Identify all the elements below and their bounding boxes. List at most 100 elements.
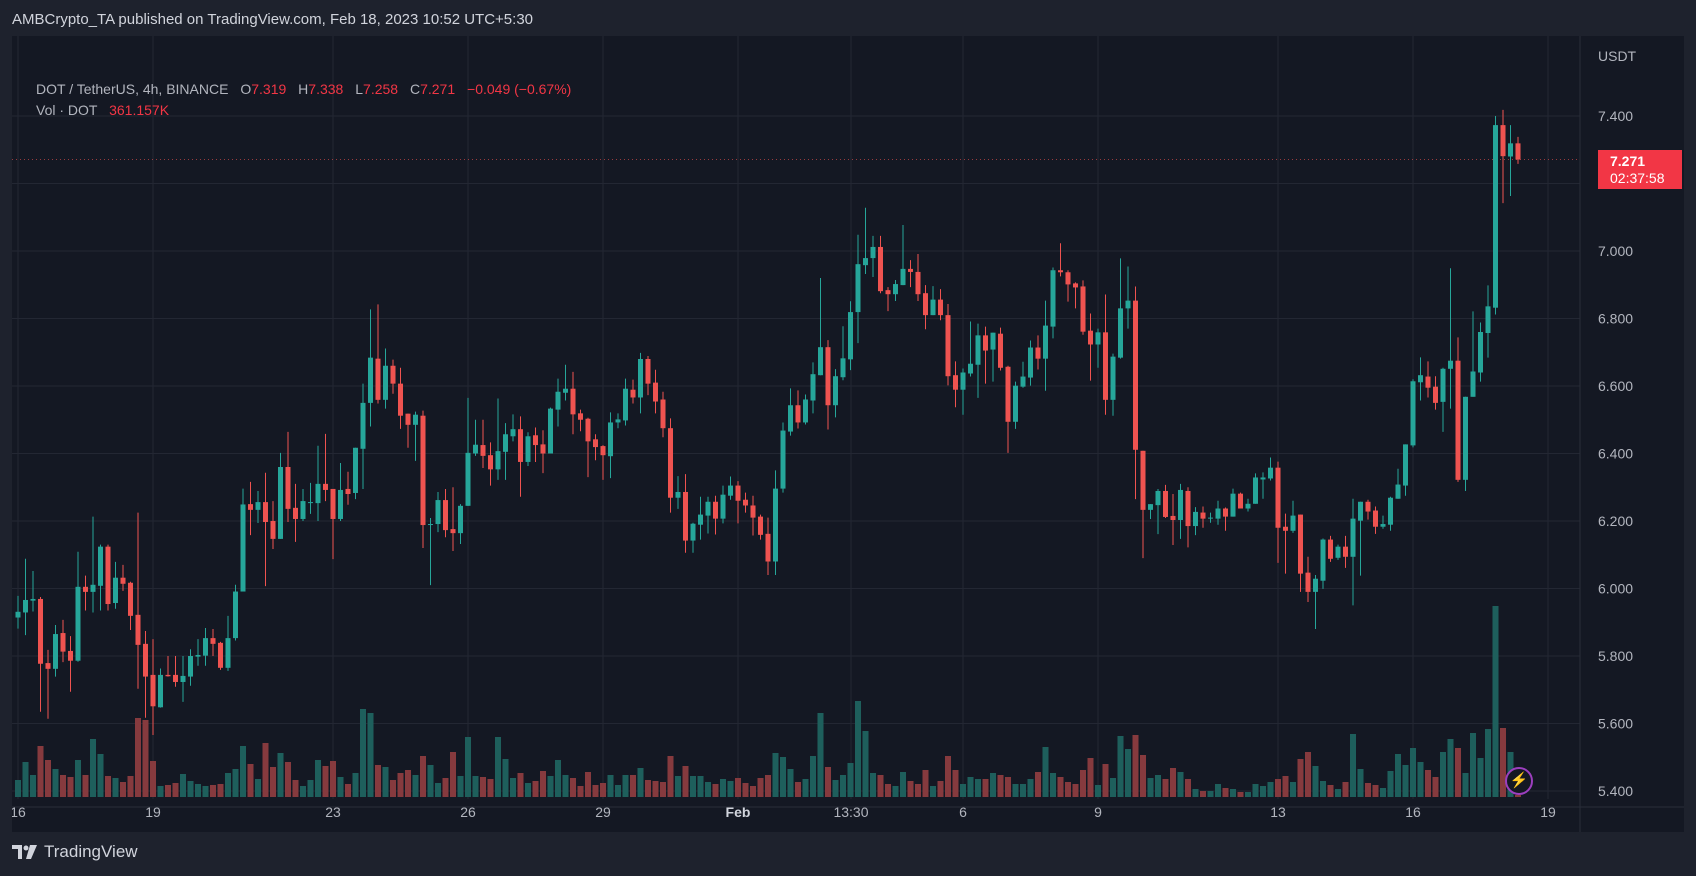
volume-bar <box>82 775 89 797</box>
volume-bar <box>1042 747 1049 797</box>
candle <box>345 471 351 505</box>
volume-bar <box>1132 735 1139 797</box>
y-tick-label: 5.400 <box>1598 783 1633 799</box>
candle-body <box>308 502 313 504</box>
x-tick-label: 26 <box>460 804 476 820</box>
candle-body <box>120 577 126 584</box>
volume-bar <box>420 756 426 797</box>
candle-body <box>173 674 178 682</box>
candle-body <box>1170 515 1176 520</box>
candle-body <box>938 299 943 316</box>
tradingview-logo-icon <box>12 845 37 859</box>
candle <box>83 575 88 611</box>
candle <box>1508 125 1513 196</box>
candle <box>893 280 898 301</box>
x-tick-label: 23 <box>325 804 341 820</box>
volume-bar <box>1335 789 1341 797</box>
candle <box>293 483 298 542</box>
candle-body <box>105 546 111 605</box>
candle-body <box>503 434 508 452</box>
lightning-icon[interactable]: ⚡ <box>1505 767 1533 795</box>
candle-body <box>975 335 981 365</box>
candle <box>1043 300 1048 391</box>
candle-body <box>1208 517 1213 519</box>
volume-bar <box>382 767 389 797</box>
volume-bar <box>945 756 951 797</box>
volume-bar <box>1297 759 1304 797</box>
candle-body <box>300 501 306 519</box>
candle <box>1230 488 1236 517</box>
volume-bar <box>517 773 524 797</box>
candle-body <box>1020 376 1026 387</box>
candle <box>255 490 261 524</box>
volume-bar <box>442 778 449 797</box>
volume-bar <box>15 780 21 797</box>
open-label: O <box>240 81 252 97</box>
volume-bar <box>277 753 284 797</box>
candle-body <box>158 674 163 708</box>
candle <box>615 413 621 429</box>
volume-bar <box>757 778 764 797</box>
candle-body <box>383 365 388 400</box>
candle <box>833 369 838 418</box>
candle-body <box>968 363 973 374</box>
candle <box>68 636 73 692</box>
candle <box>1350 498 1356 606</box>
candle-body <box>833 376 838 406</box>
volume-bar <box>1290 782 1296 797</box>
candle <box>518 416 523 497</box>
candle-body <box>98 546 103 586</box>
change-value: −0.049 (−0.67%) <box>467 81 572 97</box>
candle-body <box>1493 125 1498 308</box>
candle <box>780 422 786 493</box>
chart-panel[interactable]: USDT 7.400 7.000 6.800 6.600 6.400 6.200 6.000 5… <box>12 36 1684 832</box>
candle-body <box>758 516 763 535</box>
candle <box>1238 492 1243 509</box>
candlestick-chart[interactable]: USDT 7.400 7.000 6.800 6.600 6.400 6.200 6.000 5… <box>12 36 1684 832</box>
volume-bar <box>825 767 831 797</box>
candle <box>533 427 538 462</box>
volume-bar <box>1425 770 1431 797</box>
candle <box>1095 328 1101 368</box>
candle-body <box>750 505 756 518</box>
volume-bar <box>1357 769 1364 797</box>
candle-body <box>458 505 463 534</box>
candle-body <box>930 299 936 316</box>
candle-body <box>1455 360 1461 480</box>
candle <box>608 412 613 479</box>
y-tick-label: 7.400 <box>1598 108 1633 124</box>
candle <box>458 504 463 544</box>
open-value: 7.319 <box>251 81 287 97</box>
candle <box>270 501 276 550</box>
candle-body <box>788 405 793 432</box>
volume-bar <box>1342 782 1349 797</box>
volume-bar <box>270 767 276 797</box>
volume-bar <box>487 779 494 797</box>
y-tick-label: 7.000 <box>1598 243 1633 259</box>
close-value: 7.271 <box>420 81 456 97</box>
volume-bar <box>1245 792 1251 797</box>
volume-bar <box>157 786 164 797</box>
candle-body <box>1275 467 1281 528</box>
candle <box>128 581 133 631</box>
candle <box>1335 544 1341 560</box>
x-tick-label: 6 <box>959 804 967 820</box>
candle-body <box>1238 493 1243 509</box>
volume-legend: Vol · DOT 361.157K <box>36 102 169 118</box>
candle-body <box>293 507 298 519</box>
volume-bar <box>922 770 929 797</box>
candle-body <box>810 374 816 401</box>
candle-body <box>1500 125 1506 157</box>
volume-bar <box>930 786 936 797</box>
candle-body <box>38 598 43 664</box>
candle <box>480 419 486 469</box>
volume-bar <box>540 771 546 797</box>
candle-body <box>1448 360 1453 369</box>
volume-bar <box>202 786 209 797</box>
candle-body <box>1515 143 1521 160</box>
volume-bar <box>1072 784 1079 797</box>
candle <box>38 596 43 712</box>
x-tick-label: 19 <box>145 804 161 820</box>
candle <box>1403 444 1408 496</box>
candle <box>1343 535 1348 568</box>
